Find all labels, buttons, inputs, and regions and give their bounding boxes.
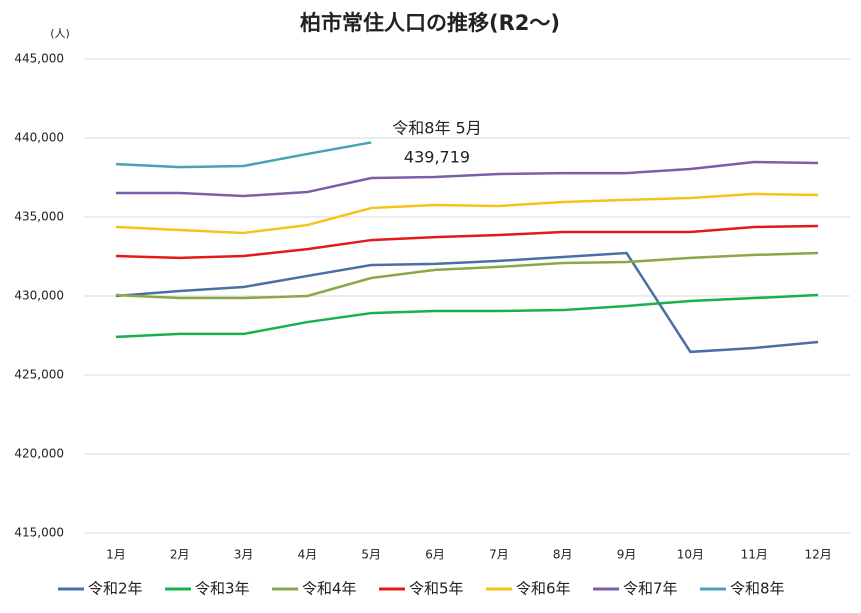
series-line	[115, 224, 819, 260]
x-tick-label: 10月	[677, 548, 704, 562]
x-tick-label: 6月	[425, 548, 445, 562]
legend-label: 令和4年	[302, 580, 357, 598]
legend-label: 令和8年	[730, 580, 785, 598]
series-line	[115, 141, 372, 169]
x-tick-label: 12月	[804, 548, 831, 562]
legend-label: 令和7年	[623, 580, 678, 598]
x-tick-label: 8月	[553, 548, 573, 562]
y-tick-label: 430,000	[14, 289, 64, 303]
y-tick-label: 415,000	[14, 526, 64, 540]
series-line	[115, 293, 819, 339]
series-line	[115, 251, 819, 300]
y-tick-label: 425,000	[14, 368, 64, 382]
x-tick-label: 4月	[298, 548, 318, 562]
x-tick-label: 7月	[489, 548, 509, 562]
y-tick-label: 435,000	[14, 210, 64, 224]
chart-title: 柏市常住人口の推移(R2～)	[300, 11, 560, 35]
series-line	[115, 251, 819, 354]
y-unit: (人)	[50, 27, 70, 40]
y-tick-label: 445,000	[14, 52, 64, 66]
legend-label: 令和2年	[88, 580, 143, 598]
x-tick-label: 5月	[361, 548, 381, 562]
legend-label: 令和3年	[195, 580, 250, 598]
annotation: 令和8年 5月	[392, 119, 481, 138]
x-tick-label: 11月	[741, 548, 768, 562]
x-tick-label: 2月	[170, 548, 190, 562]
series-line	[115, 192, 819, 235]
legend-label: 令和6年	[516, 580, 571, 598]
legend-label: 令和5年	[409, 580, 464, 598]
annotation: 439,719	[404, 148, 470, 167]
x-tick-label: 9月	[617, 548, 637, 562]
y-tick-label: 440,000	[14, 131, 64, 145]
x-tick-label: 3月	[234, 548, 254, 562]
series-line	[115, 160, 819, 198]
y-tick-label: 420,000	[14, 447, 64, 461]
x-tick-label: 1月	[106, 548, 126, 562]
